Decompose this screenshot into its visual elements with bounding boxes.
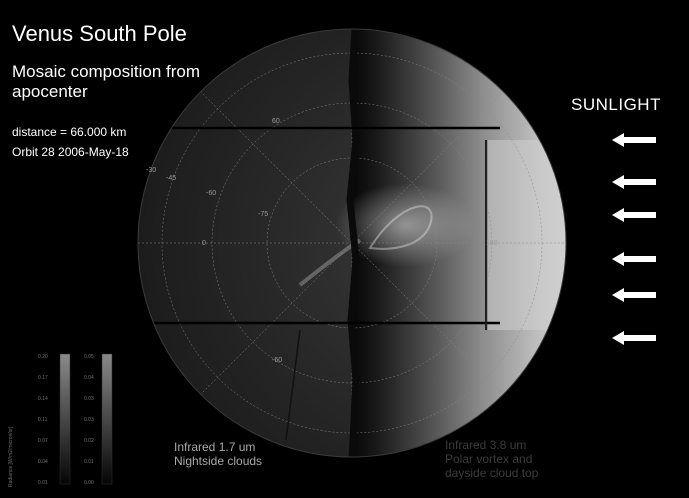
top-label-60: 60	[272, 118, 280, 125]
colorbar-right-tick: 0.04	[84, 375, 94, 381]
sunlight-arrow-icon	[612, 252, 656, 266]
lon-label-180: 180	[486, 240, 498, 247]
colorbar-left-tick: 0.17	[38, 375, 48, 381]
orbit-text: Orbit 28 2006-May-18	[12, 145, 129, 159]
caption-line: Infrared 1.7 um	[174, 440, 256, 454]
colorbar-left-tick: 0.20	[38, 354, 48, 360]
lat-label-30: -30	[146, 167, 156, 174]
colorbar-right-tick: 0.02	[84, 438, 94, 444]
caption-line: dayside cloud top	[445, 466, 539, 480]
sunlight-arrow-icon	[612, 288, 656, 302]
bottom-label-60: -60	[272, 357, 282, 364]
distance-text: distance = 66.000 km	[12, 125, 127, 139]
sunlight-arrow-icon	[612, 208, 656, 222]
lat-label-75: -75	[258, 211, 268, 218]
radiance-colorbars: Radiance [W/m2/micron/sr] 0.20 0.17 0.14…	[8, 353, 113, 487]
colorbar-axis-label: Radiance [W/m2/micron/sr]	[8, 426, 14, 487]
colorbar-left-tick: 0.07	[38, 438, 48, 444]
image-subtitle: Mosaic composition from apocenter	[12, 62, 201, 101]
colorbar-right-tick: 0.00	[84, 480, 94, 486]
lat-label-45: -45	[166, 175, 176, 182]
sunlight-arrow-icon	[612, 175, 656, 189]
caption-line: Nightside clouds	[174, 454, 263, 468]
caption-line: Polar vortex and	[445, 452, 533, 466]
colorbar-left-tick: 0.04	[38, 459, 48, 465]
colorbar-left-tick: 0.11	[38, 417, 48, 423]
caption-line: Infrared 3.8 um	[445, 438, 527, 452]
sunlight-label: SUNLIGHT	[571, 95, 661, 114]
lon-label-0: 0	[202, 240, 206, 247]
sunlight-arrow-icon	[612, 331, 656, 345]
lat-label-60: -60	[206, 190, 216, 197]
colorbar-right-tick: 0.01	[84, 459, 94, 465]
sunlight-arrow-icon	[612, 133, 656, 147]
colorbar-right-tick: 0.05	[84, 354, 94, 360]
colorbar-right-tick: 0.03	[84, 417, 94, 423]
colorbar-left	[59, 353, 71, 485]
caption-nightside: Infrared 1.7 um Nightside clouds	[174, 440, 262, 468]
colorbar-right-tick: 0.03	[84, 396, 94, 402]
colorbar-right	[101, 353, 113, 485]
colorbar-left-tick: 0.01	[38, 480, 48, 486]
colorbar-left-tick: 0.14	[38, 396, 48, 402]
image-title: Venus South Pole	[12, 21, 187, 46]
caption-dayside: Infrared 3.8 um Polar vortex and dayside…	[445, 438, 538, 480]
